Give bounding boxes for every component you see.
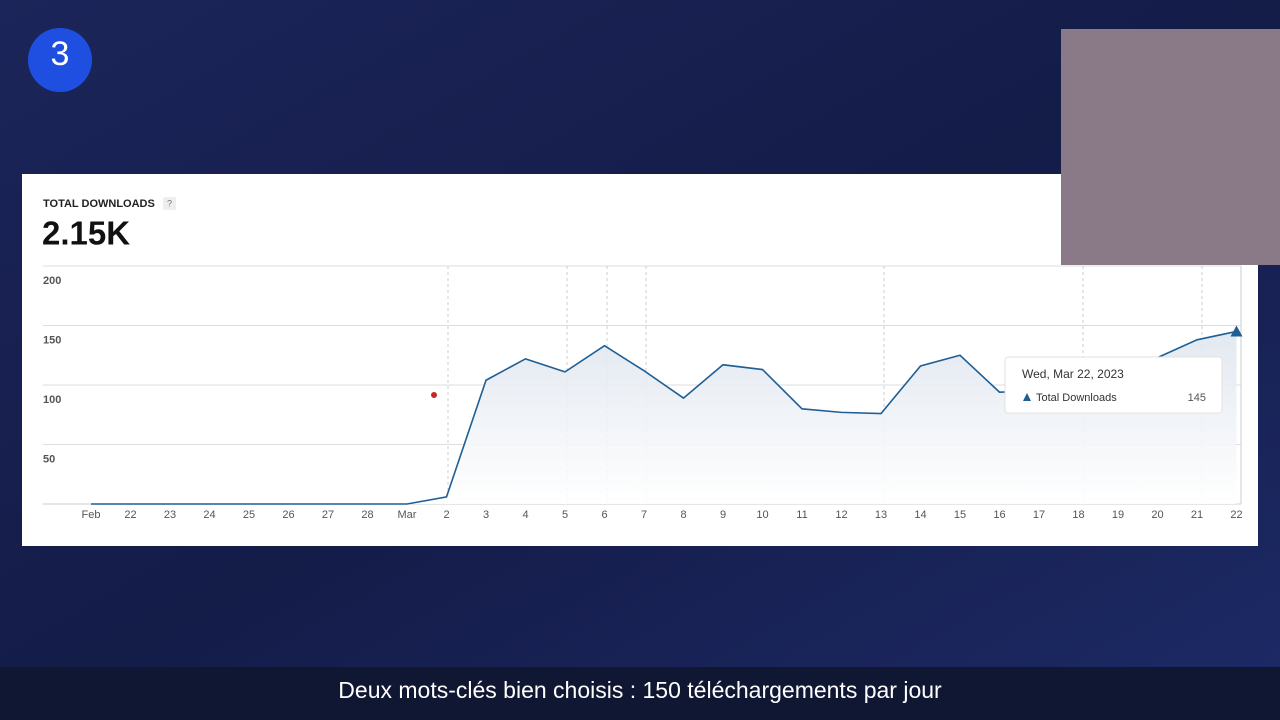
total-value: 2.15K xyxy=(42,215,130,252)
x-tick-label: 20 xyxy=(1151,509,1163,521)
event-dot xyxy=(431,392,437,398)
chart-title: TOTAL DOWNLOADS xyxy=(43,198,155,210)
x-tick-label: 14 xyxy=(914,509,926,521)
y-tick-label: 150 xyxy=(43,334,61,346)
x-tick-label: 24 xyxy=(203,509,215,521)
x-tick-label: 23 xyxy=(164,509,176,521)
x-tick-label: 19 xyxy=(1112,509,1124,521)
tooltip-date: Wed, Mar 22, 2023 xyxy=(1022,367,1124,381)
x-tick-label: 8 xyxy=(680,509,686,521)
x-tick-label: 5 xyxy=(562,509,568,521)
x-tick-label: 16 xyxy=(993,509,1005,521)
x-tick-label: 2 xyxy=(443,509,449,521)
x-tick-label: 21 xyxy=(1191,509,1203,521)
x-tick-label: 22 xyxy=(124,509,136,521)
x-tick-label: 27 xyxy=(322,509,334,521)
caption: Deux mots-clés bien choisis : 150 téléch… xyxy=(338,677,942,703)
step-number: 3 xyxy=(51,35,70,73)
x-tick-label: 4 xyxy=(522,509,528,521)
tooltip-marker xyxy=(1023,393,1031,401)
x-tick-label: 3 xyxy=(483,509,489,521)
help-text: ? xyxy=(167,198,172,208)
area xyxy=(91,331,1237,504)
step-badge xyxy=(28,28,92,92)
x-tick-label: 28 xyxy=(361,509,373,521)
x-tick-label: 13 xyxy=(875,509,887,521)
x-tick-label: 15 xyxy=(954,509,966,521)
x-tick-label: 10 xyxy=(756,509,768,521)
x-tick-label: Feb xyxy=(82,509,101,521)
x-tick-label: 6 xyxy=(601,509,607,521)
y-tick-label: 100 xyxy=(43,394,61,406)
caption-bar xyxy=(0,667,1280,720)
webcam-overlay xyxy=(1061,29,1280,265)
highlight-marker xyxy=(1230,325,1243,337)
tooltip-box xyxy=(1004,356,1223,414)
x-tick-label: 11 xyxy=(796,509,807,521)
y-tick-label: 200 xyxy=(43,275,61,287)
x-tick-label: 7 xyxy=(641,509,647,521)
x-tick-label: 26 xyxy=(282,509,294,521)
x-tick-label: 18 xyxy=(1072,509,1084,521)
legend-entry: Total Downloads xyxy=(1036,392,1117,404)
x-tick-label: 9 xyxy=(720,509,726,521)
x-tick-label: 17 xyxy=(1033,509,1045,521)
tooltip-value: 145 xyxy=(1188,392,1206,404)
x-tick-label: 22 xyxy=(1230,509,1242,521)
x-tick-label: 12 xyxy=(835,509,847,521)
help-icon xyxy=(163,197,176,210)
y-tick-label: 50 xyxy=(43,453,55,465)
x-tick-label: Mar xyxy=(398,509,417,521)
x-tick-label: 25 xyxy=(243,509,255,521)
tooltip: Wed, Mar 22, 2023 Total Downloads 145 xyxy=(1004,356,1223,414)
